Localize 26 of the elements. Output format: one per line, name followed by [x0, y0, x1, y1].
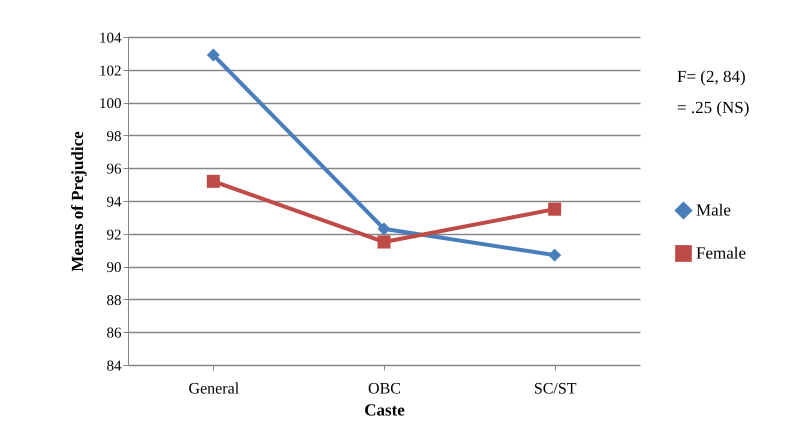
x-tick-label: OBC [368, 380, 401, 398]
y-tick-label: 104 [99, 30, 122, 46]
point [206, 174, 220, 188]
y-tick-label: 100 [99, 96, 122, 112]
point [206, 48, 220, 62]
legend-label: Female [696, 244, 746, 262]
y-tick-label: 88 [106, 292, 122, 309]
point [548, 248, 562, 262]
y-tick-label: 86 [106, 326, 122, 342]
text: = .25 (NS) [677, 98, 750, 117]
x-tick-label: SC/ST [534, 380, 577, 398]
y-tick-label: 94 [106, 194, 122, 210]
y-tick-label: 92 [106, 227, 122, 244]
y-tick-label: 84 [106, 358, 122, 374]
point [377, 235, 391, 249]
text: F= (2, 84) [677, 67, 746, 86]
y-tick-label: 98 [106, 128, 122, 145]
x-axis-title: Caste [364, 400, 406, 420]
point [548, 202, 562, 216]
x-tick-label: General [188, 380, 240, 398]
y-tick-label: 90 [106, 260, 122, 276]
point [377, 222, 391, 236]
y-axis-title: Means of Prejudice [68, 130, 87, 272]
y-tick-label: 96 [106, 162, 122, 178]
legend-label: Male [696, 200, 731, 220]
y-tick-label: 102 [99, 63, 122, 80]
